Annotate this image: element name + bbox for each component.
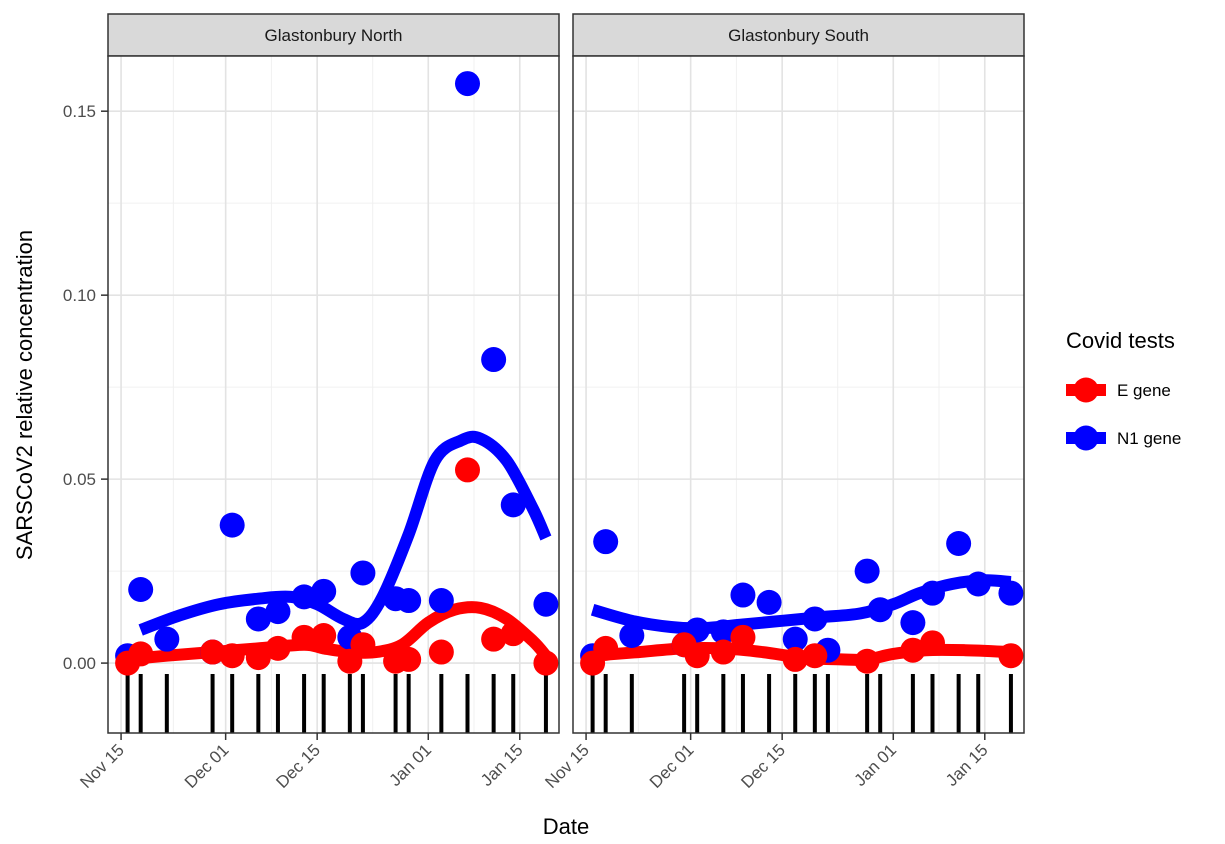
data-point-n1-gene [946, 531, 972, 557]
data-point-n1-gene [454, 71, 480, 97]
data-point-n1-gene [533, 591, 559, 617]
y-tick-label: 0.15 [63, 102, 96, 121]
data-point-e-gene [265, 635, 291, 661]
data-point-e-gene [245, 645, 271, 671]
data-point-e-gene [533, 650, 559, 676]
data-point-e-gene [396, 646, 422, 672]
x-tick-label: Jan 01 [386, 740, 436, 790]
data-point-e-gene [854, 648, 880, 674]
legend-title: Covid tests [1066, 328, 1175, 353]
x-tick-label: Dec 15 [737, 740, 789, 792]
x-tick-label: Dec 15 [272, 740, 324, 792]
x-axis-south: Nov 15 Dec 01 Dec 15 Jan 01 Jan 15 [541, 733, 992, 792]
data-point-e-gene [710, 639, 736, 665]
panel-title-north: Glastonbury North [265, 26, 403, 45]
data-point-n1-gene [593, 529, 619, 555]
data-point-e-gene [454, 457, 480, 483]
data-point-n1-gene [998, 580, 1024, 606]
x-tick-label: Jan 01 [851, 740, 901, 790]
points-north [115, 71, 559, 676]
points-south [580, 529, 1024, 676]
data-point-n1-gene [730, 582, 756, 608]
data-point-n1-gene [867, 597, 893, 623]
legend-keys [1066, 377, 1106, 451]
data-point-n1-gene [854, 558, 880, 584]
data-point-e-gene [684, 643, 710, 669]
data-point-n1-gene [481, 347, 507, 373]
data-point-n1-gene [500, 492, 526, 518]
x-axis-title: Date [543, 814, 589, 839]
y-tick-label: 0.10 [63, 286, 96, 305]
data-point-e-gene [219, 643, 245, 669]
data-point-n1-gene [782, 626, 808, 652]
data-point-e-gene [481, 626, 507, 652]
x-tick-label: Nov 15 [541, 740, 593, 792]
data-point-n1-gene [965, 571, 991, 597]
x-tick-label: Jan 15 [477, 740, 527, 790]
x-tick-label: Jan 15 [942, 740, 992, 790]
data-point-n1-gene [311, 578, 337, 604]
legend-label-e-gene: E gene [1117, 381, 1171, 400]
panel-strip-north [107, 13, 560, 57]
legend-key-n1-gene [1066, 425, 1106, 451]
data-point-n1-gene [265, 599, 291, 625]
data-point-n1-gene [710, 619, 736, 645]
rug-south [590, 674, 1013, 733]
y-axis: 0.00 0.05 0.10 0.15 [63, 102, 108, 673]
data-point-e-gene [593, 635, 619, 661]
panel-title-south: Glastonbury South [728, 26, 869, 45]
y-axis-title: SARSCoV2 relative concentration [12, 230, 37, 560]
legend-label-n1-gene: N1 gene [1117, 429, 1181, 448]
panel-border-north [107, 55, 560, 734]
rug-north [125, 674, 548, 733]
data-point-e-gene [500, 621, 526, 647]
data-point-n1-gene [619, 622, 645, 648]
data-point-e-gene [291, 624, 317, 650]
x-tick-label: Dec 01 [181, 740, 233, 792]
panel-north: Glastonbury North [107, 13, 560, 734]
data-point-e-gene [730, 624, 756, 650]
y-tick-label: 0.05 [63, 470, 96, 489]
data-point-e-gene [350, 632, 376, 658]
data-point-e-gene [128, 641, 154, 667]
data-point-n1-gene [919, 580, 945, 606]
data-point-e-gene [919, 630, 945, 656]
data-point-e-gene [311, 622, 337, 648]
x-axis-north: Nov 15 Dec 01 Dec 15 Jan 01 Jan 15 [76, 733, 527, 792]
legend-key-e-gene [1066, 377, 1106, 403]
data-point-n1-gene [291, 584, 317, 610]
data-point-n1-gene [900, 610, 926, 636]
y-tick-label: 0.00 [63, 654, 96, 673]
smooth-line-n1-gene [138, 430, 552, 636]
panel-strip-south [572, 13, 1025, 57]
data-point-n1-gene [428, 588, 454, 614]
data-point-e-gene [802, 643, 828, 669]
data-point-n1-gene [756, 589, 782, 615]
panel-south: Glastonbury South [572, 13, 1025, 734]
data-point-e-gene [782, 646, 808, 672]
data-point-e-gene [428, 639, 454, 665]
data-point-n1-gene [128, 577, 154, 603]
data-point-n1-gene [802, 606, 828, 632]
data-point-e-gene [900, 637, 926, 663]
data-point-n1-gene [154, 626, 180, 652]
legend: Covid tests E gene N1 gene [1066, 328, 1181, 451]
x-tick-label: Dec 01 [646, 740, 698, 792]
data-point-e-gene [998, 643, 1024, 669]
data-point-n1-gene [396, 588, 422, 614]
data-point-n1-gene [350, 560, 376, 586]
data-point-n1-gene [245, 606, 271, 632]
panel-border-south [572, 55, 1025, 734]
data-point-n1-gene [219, 512, 245, 538]
data-point-e-gene [200, 639, 226, 665]
x-tick-label: Nov 15 [76, 740, 128, 792]
